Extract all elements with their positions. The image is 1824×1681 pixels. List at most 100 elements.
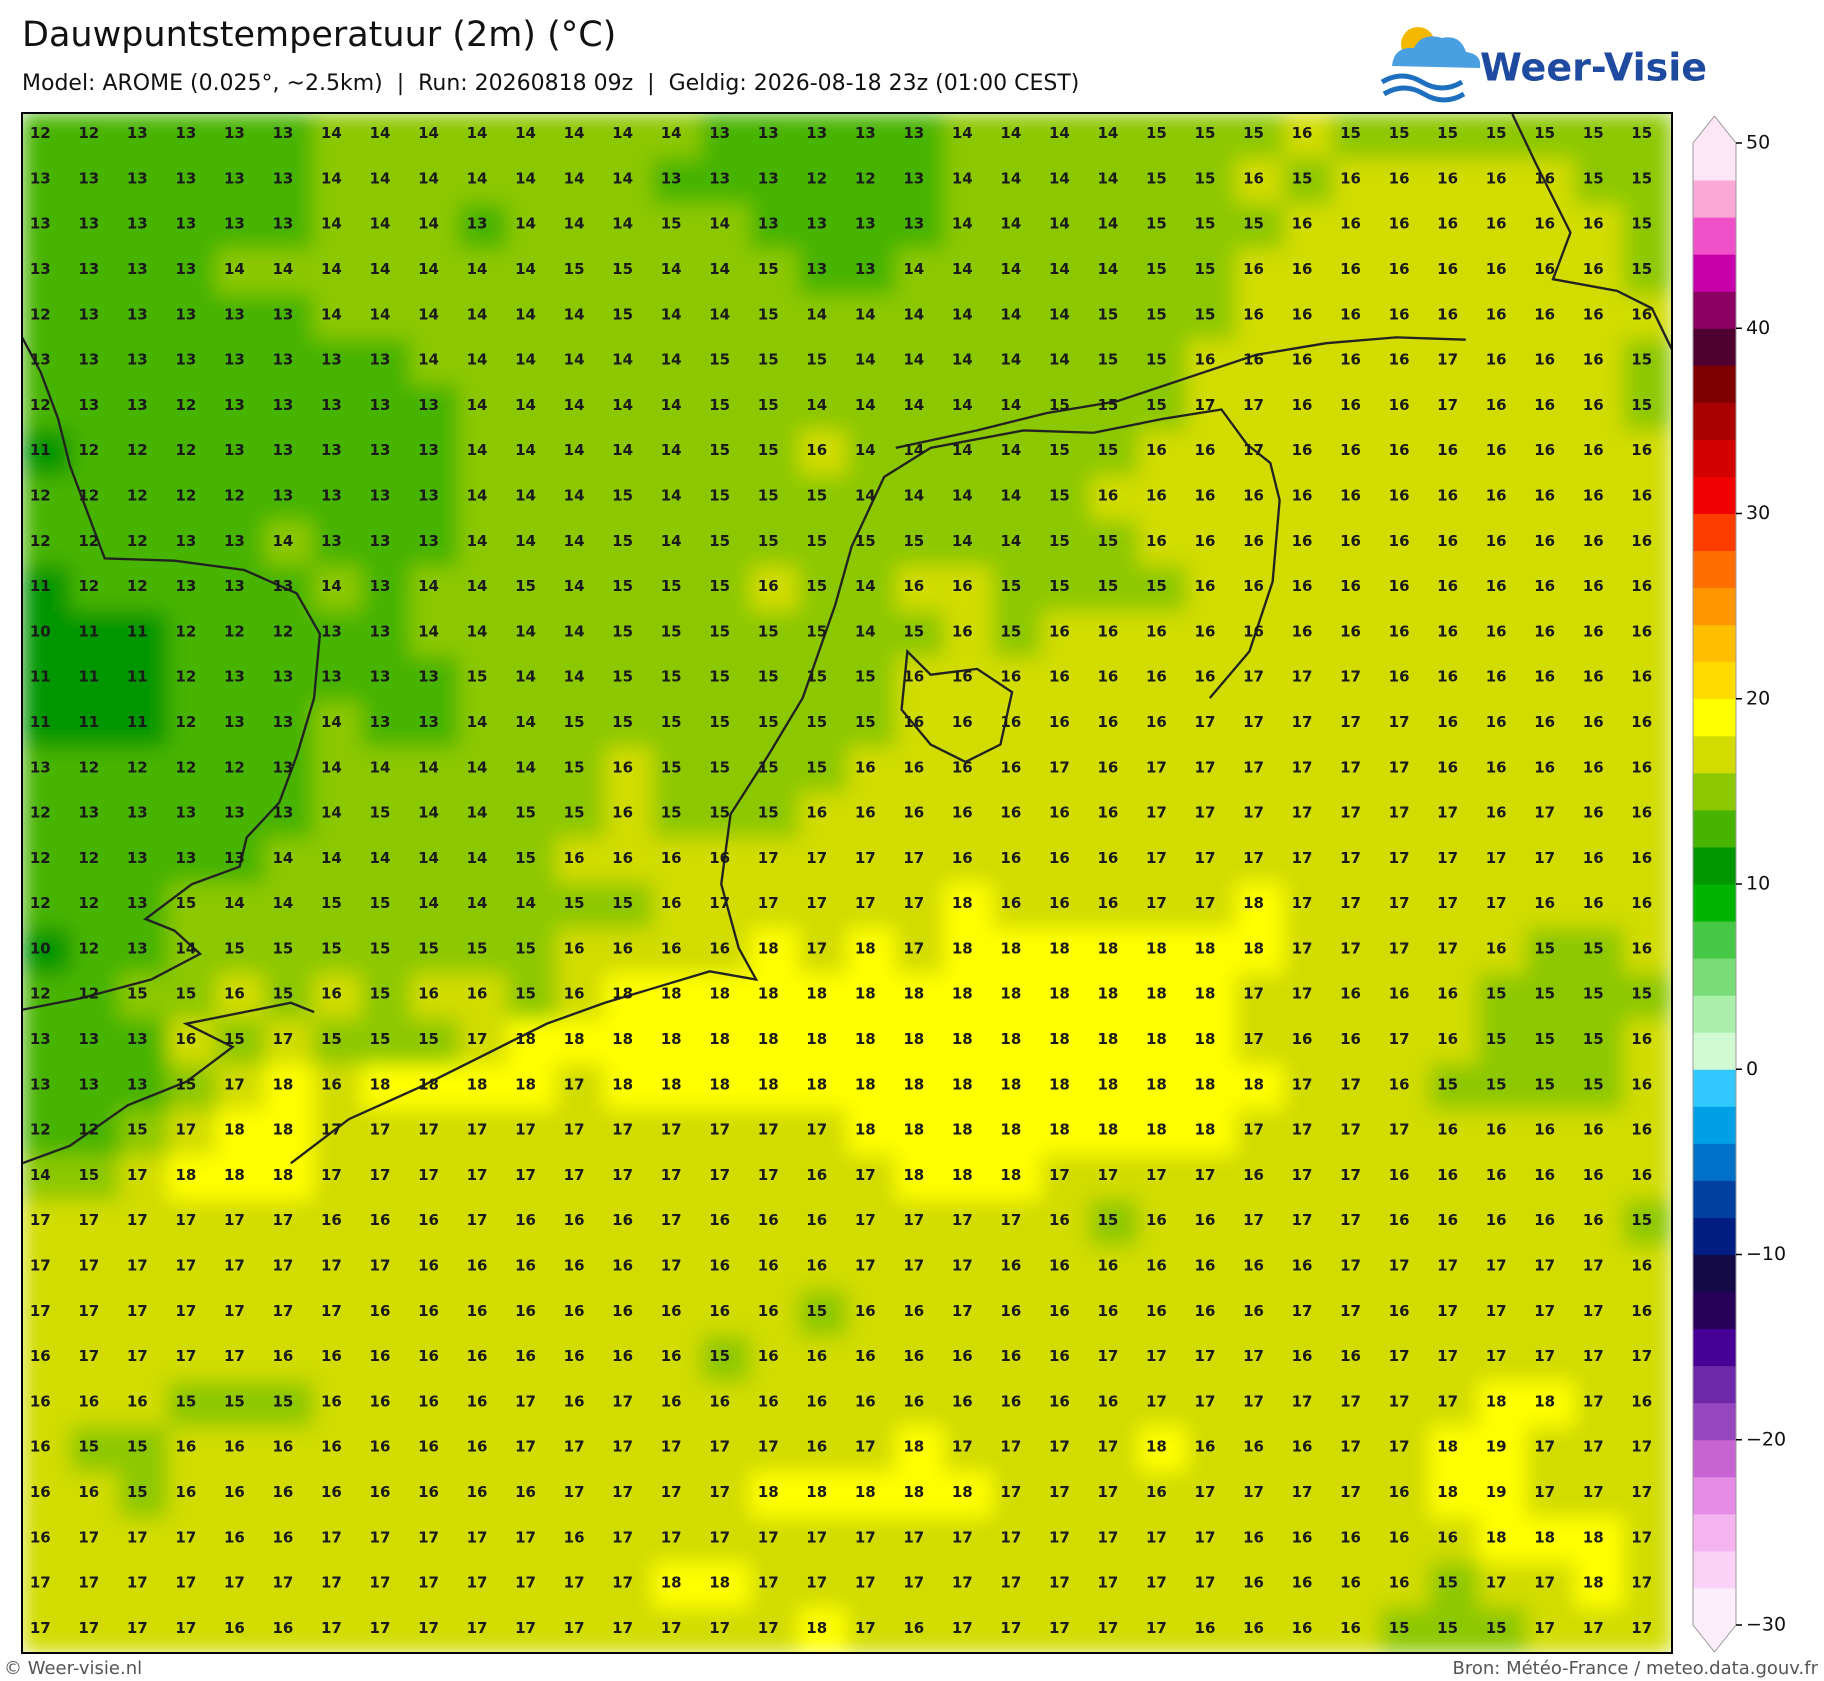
- grid-value: 15: [661, 758, 682, 776]
- field-cell: [1380, 475, 1430, 522]
- field-cell: [749, 1245, 800, 1292]
- field-cell: [216, 339, 266, 386]
- grid-value: 16: [1534, 441, 1555, 459]
- logo-text: Weer-Visie: [1480, 46, 1707, 90]
- field-cell: [1574, 1471, 1625, 1518]
- grid-value: 16: [1389, 622, 1410, 640]
- field-cell: [1089, 430, 1139, 476]
- field-cell: [507, 203, 557, 250]
- grid-value: 12: [175, 622, 196, 640]
- field-cell: [361, 384, 411, 431]
- field-cell: [1623, 384, 1672, 431]
- grid-value: 14: [467, 487, 488, 505]
- field-cell: [847, 248, 897, 295]
- grid-value: 17: [1243, 1483, 1264, 1501]
- grid-value: 16: [1243, 1166, 1264, 1184]
- grid-value: 17: [370, 1619, 391, 1637]
- grid-value: 16: [758, 1302, 779, 1320]
- grid-value: 17: [952, 1211, 973, 1229]
- grid-value: 17: [1437, 849, 1458, 867]
- grid-value: 18: [1000, 1166, 1021, 1184]
- field-cell: [944, 1471, 994, 1518]
- field-cell: [652, 565, 703, 612]
- colorbar-box: [1693, 809, 1736, 848]
- colorbar-tick-label: −30: [1746, 1614, 1786, 1636]
- field-cell: [701, 656, 751, 703]
- grid-value: 16: [1631, 1302, 1652, 1320]
- field-cell: [1332, 701, 1382, 748]
- field-cell: [1380, 1200, 1430, 1246]
- field-cell: [847, 1018, 897, 1065]
- grid-value: 16: [1243, 305, 1264, 323]
- grid-value: 17: [661, 1257, 682, 1275]
- field-cell: [555, 1471, 605, 1518]
- grid-value: 16: [1389, 1211, 1410, 1229]
- colorbar-box: [1693, 217, 1736, 255]
- grid-value: 17: [661, 1619, 682, 1637]
- field-cell: [410, 928, 460, 975]
- grid-value: 15: [1583, 939, 1604, 957]
- field-cell: [167, 1335, 217, 1382]
- grid-value: 17: [1146, 758, 1167, 776]
- grid-value: 15: [1340, 124, 1361, 142]
- grid-value: 13: [418, 668, 439, 686]
- field-cell: [798, 837, 848, 884]
- field-cell: [749, 1064, 800, 1111]
- grid-value: 17: [1146, 804, 1167, 822]
- field-cell: [652, 611, 703, 658]
- grid-value: 14: [515, 124, 536, 142]
- grid-value: 16: [321, 1075, 342, 1093]
- grid-value: 16: [1097, 1302, 1118, 1320]
- grid-value: 16: [612, 849, 633, 867]
- field-cell: [1380, 1517, 1430, 1564]
- colorbar-box: [1693, 1143, 1736, 1181]
- field-cell: [1089, 565, 1139, 612]
- grid-value: 13: [78, 305, 99, 323]
- grid-value: 16: [224, 985, 245, 1003]
- grid-value: 16: [1000, 713, 1021, 731]
- field-cell: [1477, 1517, 1528, 1564]
- field-cell: [70, 883, 120, 929]
- field-cell: [1574, 1200, 1625, 1246]
- grid-value: 18: [1195, 1075, 1216, 1093]
- field-cell: [555, 656, 605, 703]
- field-cell: [1041, 565, 1091, 612]
- field-cell: [1477, 792, 1528, 839]
- grid-value: 14: [952, 215, 973, 233]
- grid-value: 18: [1000, 1030, 1021, 1048]
- grid-value: 16: [564, 1257, 585, 1275]
- field-cell: [1283, 1335, 1333, 1382]
- grid-value: 15: [515, 849, 536, 867]
- field-cell: [847, 1335, 897, 1382]
- grid-value: 16: [903, 1392, 924, 1410]
- grid-value: 14: [418, 305, 439, 323]
- grid-value: 16: [661, 1302, 682, 1320]
- grid-value: 13: [758, 169, 779, 187]
- grid-value: 17: [1340, 1483, 1361, 1501]
- grid-value: 18: [1000, 1121, 1021, 1139]
- grid-value: 15: [806, 487, 827, 505]
- grid-value: 17: [758, 849, 779, 867]
- field-cell: [798, 1109, 848, 1156]
- grid-value: 14: [612, 124, 633, 142]
- field-cell: [1041, 1109, 1091, 1156]
- grid-value: 16: [564, 1392, 585, 1410]
- grid-value: 16: [1000, 758, 1021, 776]
- grid-value: 15: [612, 668, 633, 686]
- grid-value: 16: [224, 1483, 245, 1501]
- grid-value: 17: [903, 1574, 924, 1592]
- grid-value: 17: [709, 1121, 730, 1139]
- grid-value: 12: [224, 622, 245, 640]
- colorbar-box: [1693, 921, 1736, 959]
- grid-value: 17: [709, 1619, 730, 1637]
- grid-value: 17: [758, 1438, 779, 1456]
- grid-value: 15: [418, 1030, 439, 1048]
- field-cell: [1332, 928, 1382, 975]
- grid-value: 18: [903, 1438, 924, 1456]
- grid-value: 16: [612, 1302, 633, 1320]
- grid-value: 18: [175, 1166, 196, 1184]
- grid-value: 14: [1000, 487, 1021, 505]
- grid-value: 13: [127, 894, 148, 912]
- grid-value: 17: [1340, 849, 1361, 867]
- grid-value: 17: [1097, 1528, 1118, 1546]
